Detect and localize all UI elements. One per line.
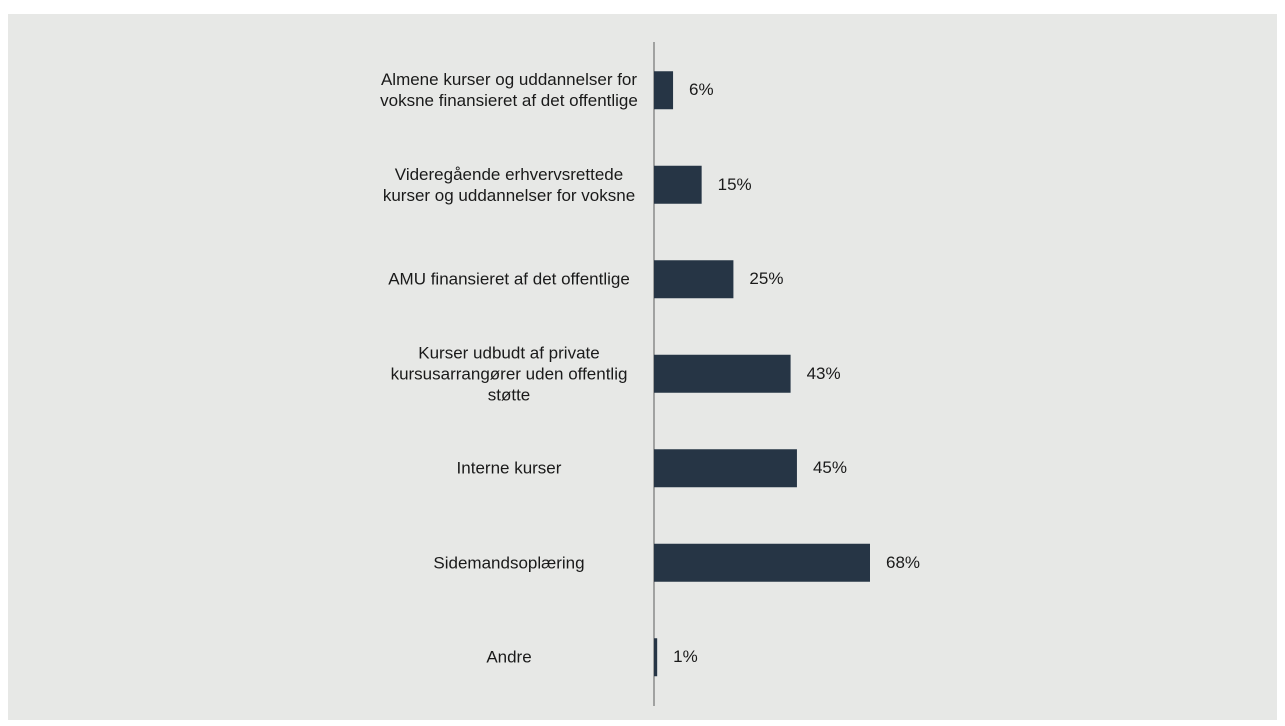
category-label: Videregående erhvervsrettede kurser og u…	[382, 164, 636, 205]
bar	[654, 354, 791, 393]
value-label: 68%	[886, 552, 921, 572]
category-label: Interne kurser	[456, 458, 562, 478]
category-label: Almene kurser og uddannelser for voksne …	[380, 70, 638, 111]
bar	[654, 260, 734, 299]
bar	[654, 638, 658, 677]
category-label: Kurser udbudt af private kursusarrangøre…	[390, 343, 628, 405]
category-label: Sidemandsoplæring	[433, 553, 585, 573]
chart-panel	[8, 14, 1277, 720]
bar	[654, 543, 870, 582]
value-label: 15%	[717, 174, 752, 194]
bar	[654, 165, 702, 204]
value-label: 45%	[812, 458, 847, 478]
category-label: Andre	[486, 647, 532, 667]
value-label: 43%	[806, 363, 841, 383]
value-label: 1%	[673, 647, 698, 667]
value-label: 6%	[689, 80, 714, 100]
bar	[654, 71, 674, 110]
bar	[654, 449, 797, 488]
category-label: AMU finansieret af det offentlige	[388, 269, 630, 289]
value-label: 25%	[749, 269, 784, 289]
